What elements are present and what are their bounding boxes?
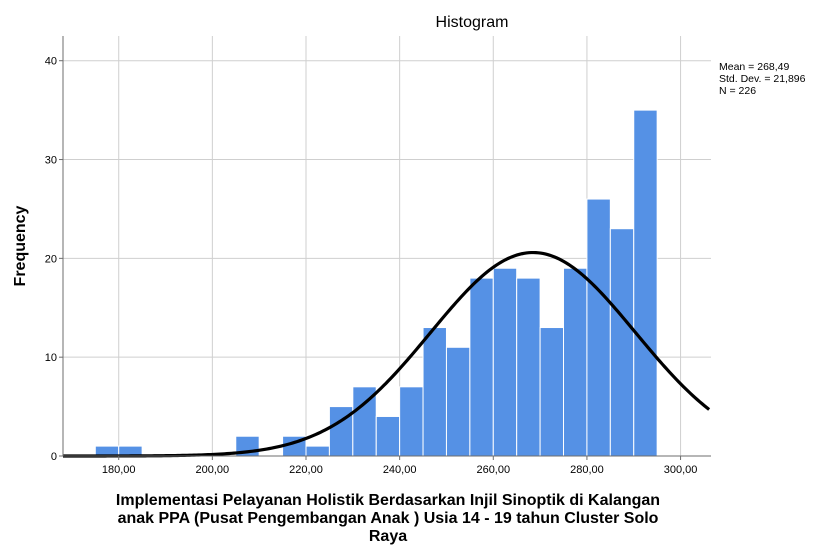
x-tick-label: 220,00: [289, 464, 323, 476]
x-tick-label: 300,00: [664, 464, 698, 476]
stats-std-dev: Std. Dev. = 21,896: [719, 73, 806, 85]
histogram-bar: [539, 327, 565, 457]
histogram-bar: [563, 267, 588, 457]
histogram-bar: [399, 386, 424, 457]
stats-mean: Mean = 268,49: [719, 61, 790, 73]
histogram-bar: [469, 277, 494, 457]
y-tick-label: 20: [45, 253, 57, 265]
histogram-bar: [492, 267, 518, 457]
x-tick-labels: 180,00 200,00 220,00 240,00 260,00 280,00 300,…: [102, 464, 698, 476]
stats-n: N = 226: [719, 85, 756, 97]
axes: [59, 36, 711, 460]
chart-title: Histogram: [436, 14, 509, 31]
x-tick-label: 260,00: [476, 464, 510, 476]
y-tick-labels: 0 10 20 30 40: [45, 56, 57, 463]
histogram-bar: [422, 327, 447, 457]
x-axis-label-line-1: Implementasi Pelayanan Holistik Berdasar…: [116, 492, 660, 509]
histogram-bar: [375, 415, 401, 457]
x-axis-label-line-2: anak PPA (Pusat Pengembangan Anak ) Usia…: [118, 510, 659, 527]
histogram-bar: [445, 346, 471, 457]
histogram-bar: [305, 445, 330, 457]
x-tick-label: 200,00: [196, 464, 230, 476]
histogram-bar: [633, 109, 658, 457]
y-tick-label: 30: [45, 155, 57, 167]
x-axis-label-line-3: Raya: [369, 528, 407, 545]
y-tick-label: 0: [51, 451, 57, 463]
histogram-bar: [586, 198, 611, 457]
y-tick-label: 10: [45, 352, 57, 364]
y-tick-label: 40: [45, 56, 57, 68]
histogram-bar: [516, 277, 541, 457]
y-axis-label: Frequency: [12, 205, 29, 286]
histogram-bars: [94, 109, 658, 457]
x-tick-label: 240,00: [383, 464, 417, 476]
histogram-bar: [609, 228, 635, 457]
x-tick-label: 280,00: [570, 464, 604, 476]
x-tick-label: 180,00: [102, 464, 136, 476]
